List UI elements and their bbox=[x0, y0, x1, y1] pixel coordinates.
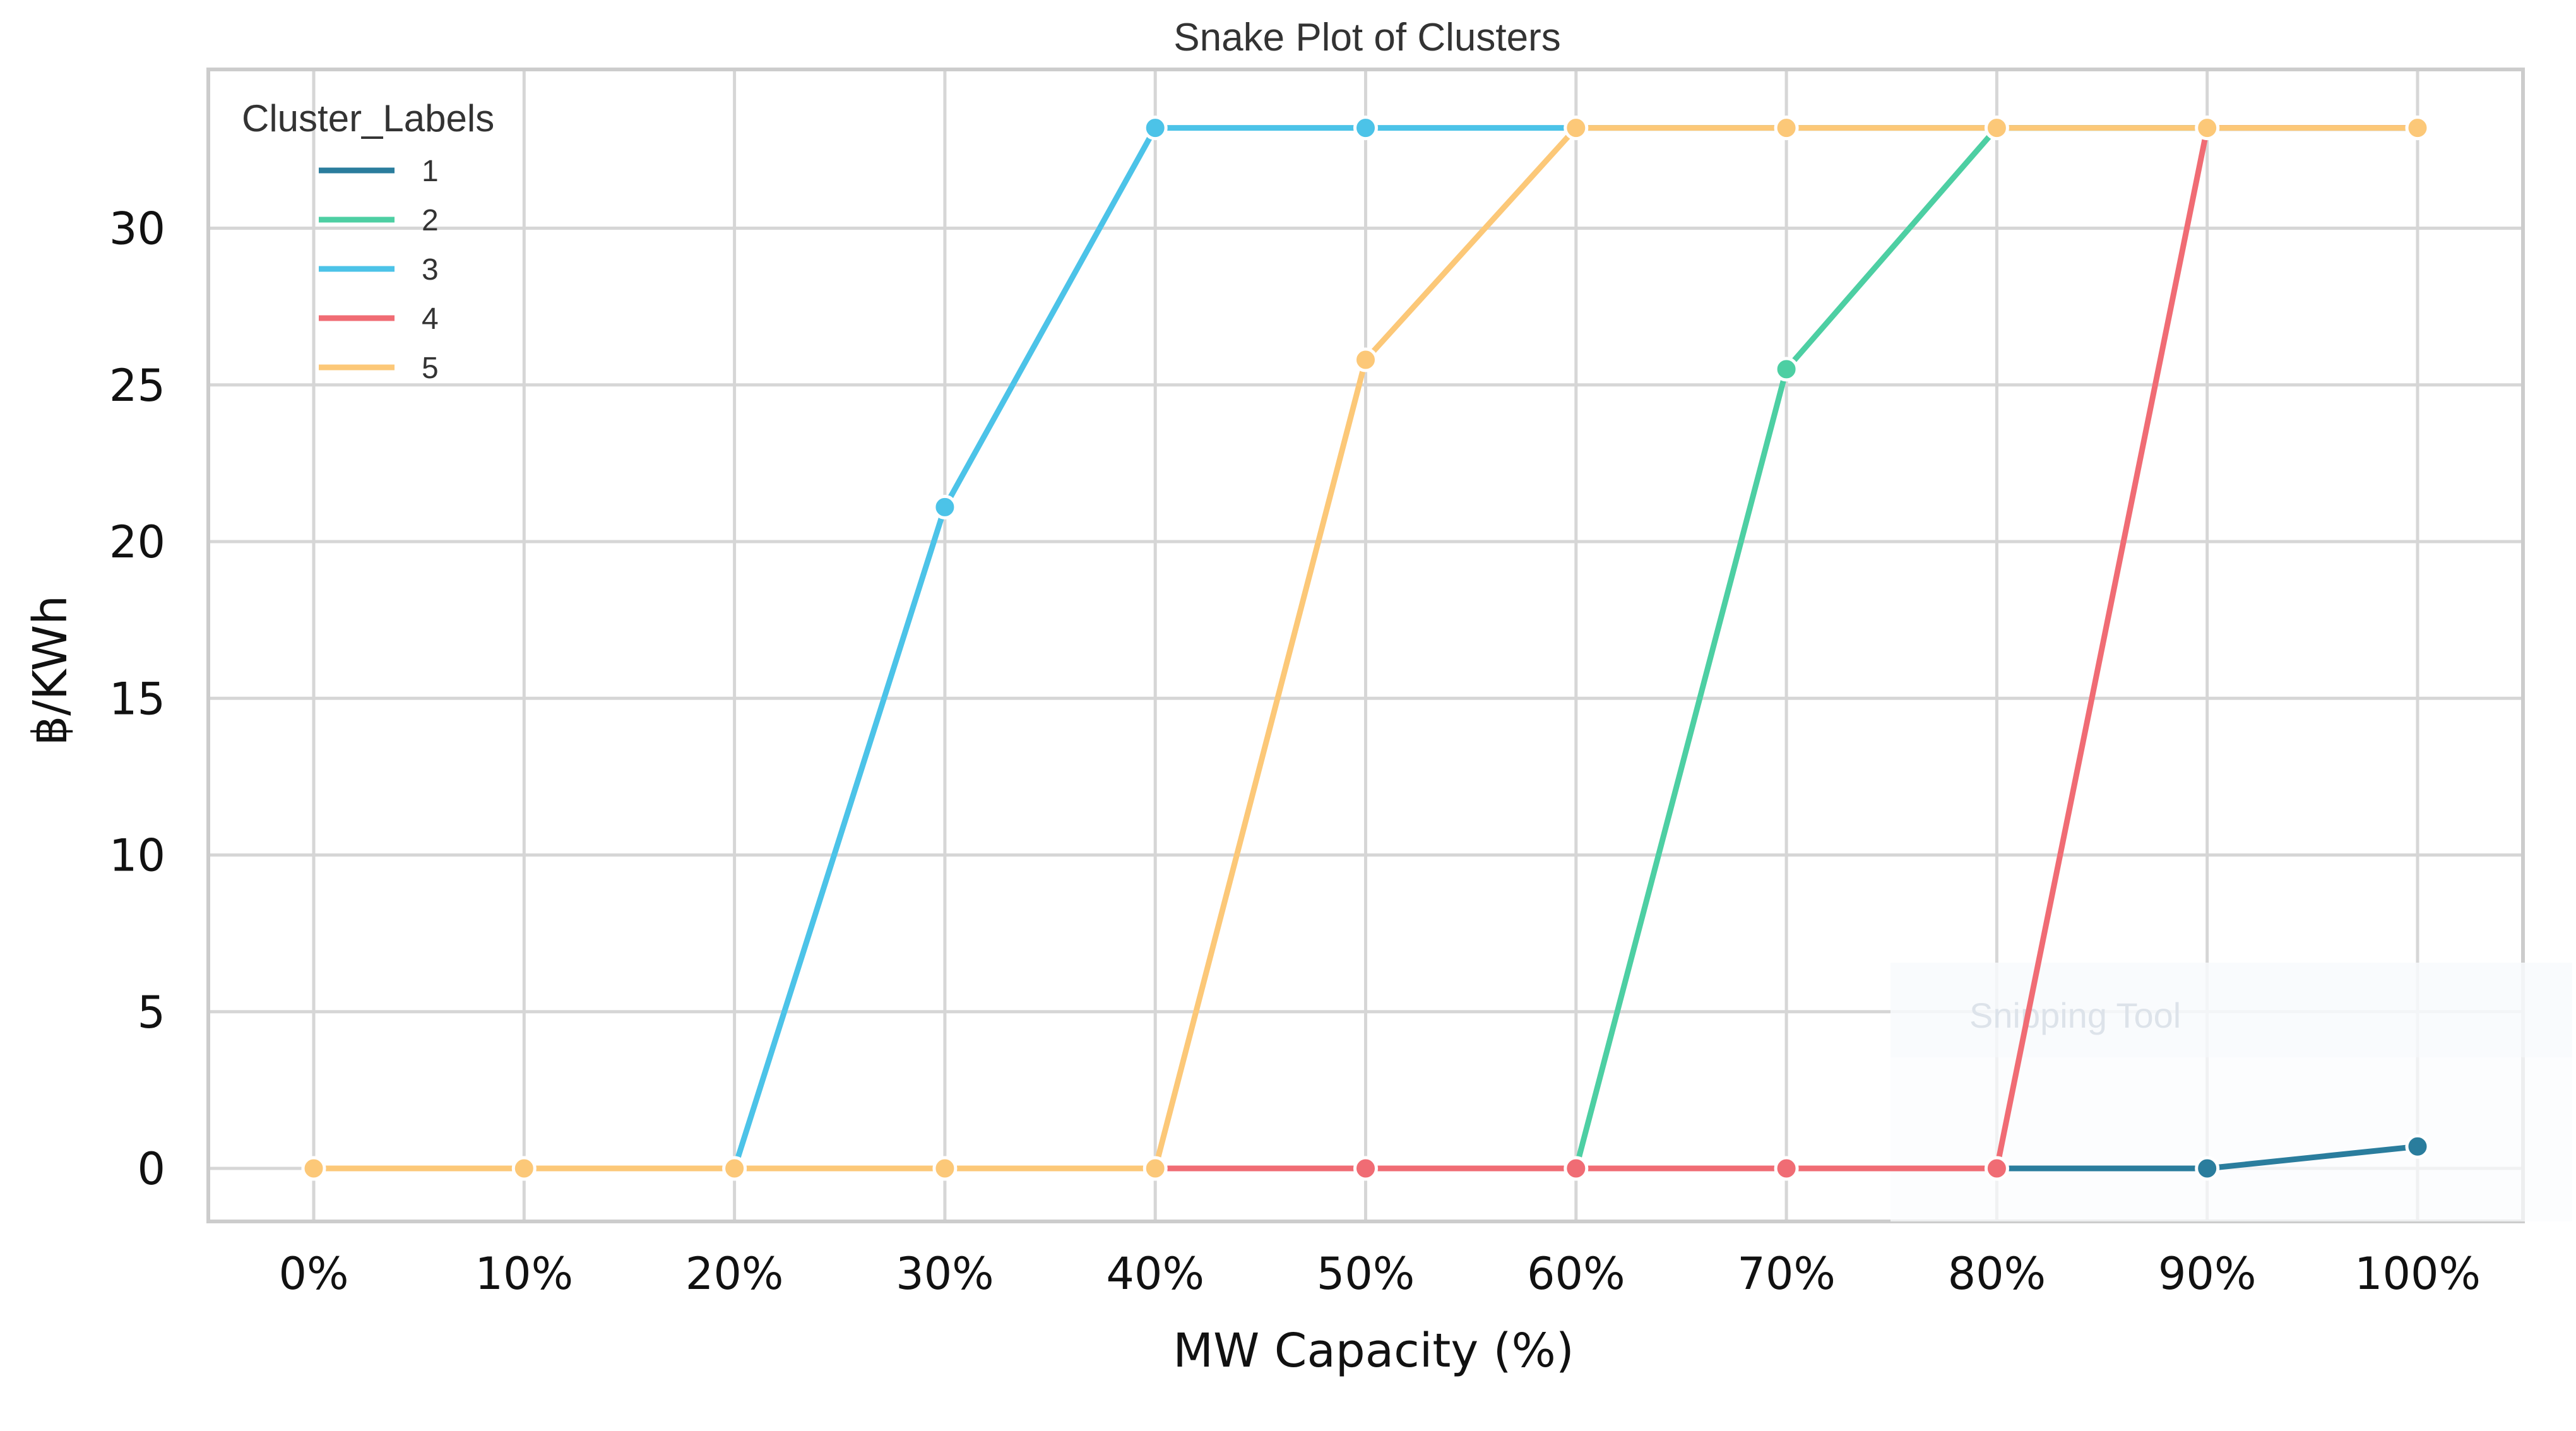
series-layer bbox=[301, 116, 2430, 1181]
legend-label: 2 bbox=[422, 204, 439, 237]
legend-item-4: 4 bbox=[319, 302, 439, 336]
legend-item-1: 1 bbox=[319, 155, 439, 188]
data-point-2 bbox=[1774, 357, 1799, 382]
data-point-5 bbox=[1984, 116, 2009, 141]
legend-item-5: 5 bbox=[319, 352, 439, 385]
legend-item-3: 3 bbox=[319, 253, 439, 287]
y-tick-labels: 0 5 10 15 20 25 30 bbox=[109, 203, 165, 1196]
snipping-tool-overlay: Snipping Tool bbox=[1890, 963, 2572, 1221]
y-tick-label: 5 bbox=[137, 987, 165, 1038]
x-axis-label: MW Capacity (%) bbox=[1173, 1324, 1574, 1378]
data-point-4 bbox=[1984, 1156, 2009, 1181]
x-tick-label: 10% bbox=[475, 1248, 574, 1300]
data-point-4 bbox=[1353, 1156, 1378, 1181]
x-tick-label: 0% bbox=[278, 1248, 348, 1300]
data-point-1 bbox=[2195, 1156, 2220, 1181]
data-point-5 bbox=[2405, 116, 2430, 141]
plot-frame bbox=[206, 68, 2525, 1223]
legend-label: 1 bbox=[422, 155, 439, 188]
data-point-5 bbox=[301, 1156, 326, 1181]
data-point-5 bbox=[1143, 1156, 1168, 1181]
data-point-4 bbox=[1774, 1156, 1799, 1181]
data-point-5 bbox=[1774, 116, 1799, 141]
data-point-5 bbox=[1353, 347, 1378, 372]
x-tick-labels: 0% 10% 20% 30% 40% 50% 60% 70% 80% 90% 100% bbox=[278, 1248, 2481, 1300]
legend-item-2: 2 bbox=[319, 204, 439, 237]
y-tick-label: 15 bbox=[109, 673, 165, 725]
legend-items: 1 2 3 4 5 bbox=[319, 155, 439, 385]
x-tick-label: 90% bbox=[2158, 1248, 2257, 1300]
y-tick-label: 25 bbox=[109, 360, 165, 412]
y-tick-label: 10 bbox=[109, 830, 165, 882]
x-tick-label: 80% bbox=[1948, 1248, 2046, 1300]
x-tick-label: 50% bbox=[1317, 1248, 1415, 1300]
x-tick-label: 70% bbox=[1737, 1248, 1836, 1300]
y-tick-label: 30 bbox=[109, 203, 165, 255]
chart-title: Snake Plot of Clusters bbox=[1173, 16, 1560, 59]
x-tick-label: 100% bbox=[2354, 1248, 2481, 1300]
data-point-4 bbox=[1564, 1156, 1589, 1181]
x-tick-label: 20% bbox=[686, 1248, 784, 1300]
legend-label: 5 bbox=[422, 352, 439, 385]
data-point-3 bbox=[932, 494, 958, 520]
legend-title: Cluster_Labels bbox=[242, 97, 494, 140]
snipping-tool-text: Snipping Tool bbox=[1969, 995, 2181, 1035]
y-tick-label: 0 bbox=[137, 1143, 165, 1195]
data-point-1 bbox=[2405, 1134, 2430, 1159]
data-point-5 bbox=[2195, 116, 2220, 141]
y-axis-label: ฿/KWh bbox=[23, 595, 78, 745]
data-point-5 bbox=[722, 1156, 747, 1181]
legend-label: 3 bbox=[422, 253, 439, 287]
data-point-3 bbox=[1353, 116, 1378, 141]
x-tick-label: 60% bbox=[1527, 1248, 1625, 1300]
legend: Cluster_Labels 1 2 3 4 5 bbox=[242, 97, 494, 385]
y-tick-label: 20 bbox=[109, 516, 165, 568]
data-point-3 bbox=[1143, 116, 1168, 141]
data-point-5 bbox=[511, 1156, 537, 1181]
data-point-5 bbox=[932, 1156, 958, 1181]
x-tick-label: 40% bbox=[1106, 1248, 1204, 1300]
x-tick-label: 30% bbox=[896, 1248, 994, 1300]
data-point-5 bbox=[1564, 116, 1589, 141]
legend-label: 4 bbox=[422, 302, 439, 336]
series-5 bbox=[301, 116, 2430, 1181]
